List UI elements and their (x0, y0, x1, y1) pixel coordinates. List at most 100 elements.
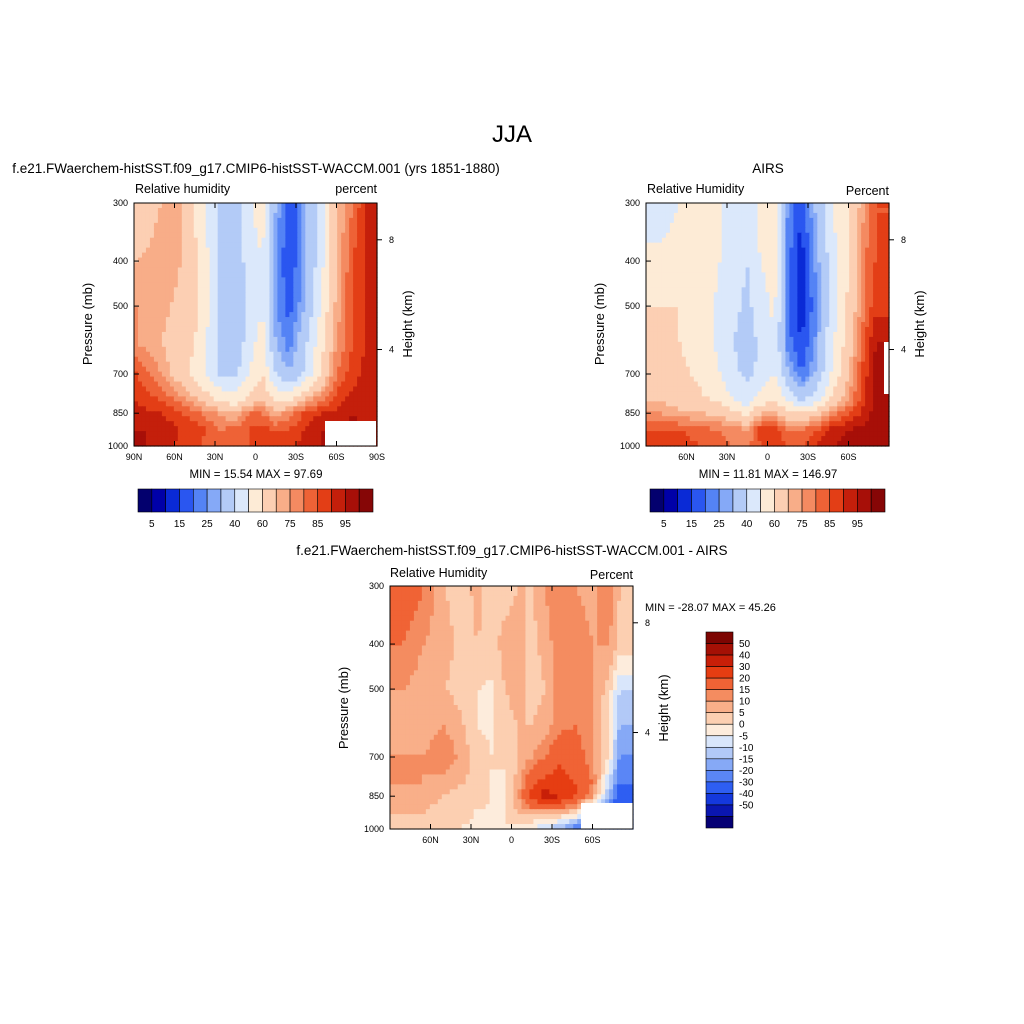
heatmap-cell (697, 312, 703, 318)
heatmap-cell (673, 222, 679, 229)
heatmap-cell (193, 227, 199, 234)
heatmap-cell (181, 282, 187, 288)
heatmap-cell (173, 307, 179, 313)
heatmap-cell (301, 426, 306, 432)
heatmap-cell (249, 441, 255, 447)
heatmap-cell (349, 212, 354, 219)
heatmap-cell (213, 346, 219, 353)
heatmap-cell (329, 222, 334, 229)
heatmap-cell (801, 287, 806, 293)
heatmap-cell (713, 336, 719, 343)
heatmap-cell (753, 203, 759, 209)
model-cells (134, 203, 378, 447)
heatmap-cell (253, 207, 259, 214)
heatmap-cell (825, 252, 830, 259)
heatmap-cell (649, 257, 655, 264)
heatmap-cell (149, 416, 155, 422)
heatmap-cell (885, 257, 890, 264)
heatmap-cell (305, 386, 310, 393)
heatmap-cell (877, 297, 882, 303)
heatmap-cell (261, 237, 267, 244)
heatmap-cell (357, 376, 362, 383)
heatmap-cell (217, 431, 223, 437)
heatmap-cell (197, 232, 203, 239)
heatmap-cell (821, 292, 826, 298)
heatmap-cell (305, 232, 310, 239)
heatmap-cell (313, 421, 318, 427)
heatmap-cell (249, 341, 255, 348)
heatmap-cell (705, 207, 711, 214)
heatmap-cell (145, 391, 151, 398)
heatmap-cell (837, 217, 842, 224)
heatmap-cell (197, 396, 203, 402)
heatmap-cell (185, 237, 191, 244)
heatmap-cell (653, 331, 659, 338)
heatmap-cell (353, 212, 358, 219)
heatmap-cell (261, 421, 267, 427)
heatmap-cell (177, 416, 183, 422)
heatmap-cell (373, 361, 378, 368)
heatmap-cell (677, 203, 683, 209)
heatmap-cell (861, 312, 866, 318)
heatmap-cell (273, 326, 279, 333)
heatmap-cell (169, 376, 175, 383)
heatmap-cell (373, 203, 378, 209)
heatmap-cell (829, 336, 834, 343)
heatmap-cell (357, 406, 362, 412)
heatmap-cell (225, 317, 231, 323)
heatmap-cell (646, 317, 651, 323)
heatmap-cell (277, 401, 282, 407)
heatmap-cell (649, 237, 655, 244)
heatmap-cell (173, 212, 179, 219)
heatmap-cell (273, 252, 279, 259)
heatmap-cell (829, 272, 834, 278)
heatmap-cell (205, 381, 211, 388)
heatmap-cell (337, 366, 342, 373)
heatmap-cell (769, 322, 775, 328)
heatmap-cell (333, 322, 338, 328)
heatmap-cell (337, 371, 342, 378)
heatmap-cell (349, 386, 354, 393)
heatmap-cell (761, 237, 767, 244)
heatmap-cell (785, 356, 791, 363)
heatmap-cell (165, 401, 171, 407)
heatmap-cell (161, 242, 167, 249)
heatmap-cell (321, 232, 326, 239)
heatmap-cell (733, 207, 739, 214)
heatmap-cell (361, 307, 366, 313)
heatmap-cell (149, 336, 155, 343)
heatmap-cell (741, 282, 747, 288)
heatmap-cell (737, 282, 743, 288)
heatmap-cell (253, 401, 259, 407)
heatmap-cell (257, 252, 263, 259)
heatmap-cell (301, 227, 306, 234)
heatmap-cell (369, 302, 374, 308)
heatmap-cell (241, 262, 247, 269)
heatmap-cell (309, 292, 314, 298)
heatmap-cell (773, 203, 779, 209)
heatmap-cell (817, 217, 822, 224)
heatmap-cell (337, 346, 342, 353)
heatmap-cell (745, 272, 751, 278)
heatmap-cell (333, 247, 338, 254)
heatmap-cell (289, 356, 294, 363)
heatmap-cell (313, 441, 318, 447)
heatmap-cell (361, 222, 366, 229)
heatmap-cell (225, 361, 231, 368)
heatmap-cell (341, 401, 346, 407)
heatmap-cell (693, 346, 699, 353)
heatmap-cell (209, 366, 215, 373)
heatmap-cell (365, 292, 370, 298)
heatmap-cell (233, 361, 239, 368)
heatmap-cell (845, 302, 850, 308)
heatmap-cell (349, 297, 354, 303)
heatmap-cell (709, 317, 715, 323)
heatmap-cell (729, 232, 735, 239)
obs-cells (646, 203, 890, 447)
heatmap-cell (369, 212, 374, 219)
heatmap-cell (837, 287, 842, 293)
heatmap-cell (345, 331, 350, 338)
heatmap-cell (713, 287, 719, 293)
heatmap-cell (769, 242, 775, 249)
heatmap-cell (281, 391, 286, 398)
